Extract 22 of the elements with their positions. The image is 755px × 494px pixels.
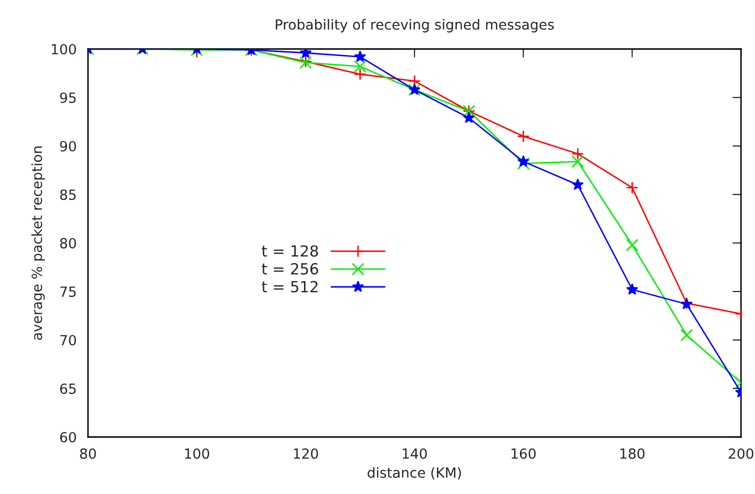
legend-label: t = 128 (262, 245, 318, 257)
x-tick-label: 80 (80, 448, 96, 459)
y-tick-label: 70 (60, 334, 76, 346)
chart-title: Probability of receving signed messages (276, 19, 554, 32)
x-tick-label: 100 (185, 448, 210, 459)
y-tick-label: 75 (60, 286, 76, 297)
x-tick-label: 120 (294, 448, 318, 459)
y-tick-label: 95 (60, 92, 76, 103)
x-axis-title: distance (KM) (368, 467, 461, 480)
x-tick-label: 140 (402, 448, 427, 459)
y-tick-label: 80 (60, 238, 76, 248)
y-tick-label: 100 (52, 44, 76, 54)
legend-label: t = 512 (262, 280, 318, 292)
x-tick-label: 160 (512, 448, 536, 459)
y-tick-label: 65 (60, 383, 76, 394)
x-tick-label: 200 (728, 448, 754, 459)
legend-label: t = 256 (262, 263, 318, 275)
y-axis-title: average % packet reception (31, 146, 45, 340)
y-tick-label: 85 (60, 189, 76, 200)
y-tick-label: 60 (60, 432, 76, 442)
x-tick-label: 180 (620, 448, 644, 459)
y-tick-label: 90 (60, 140, 76, 152)
